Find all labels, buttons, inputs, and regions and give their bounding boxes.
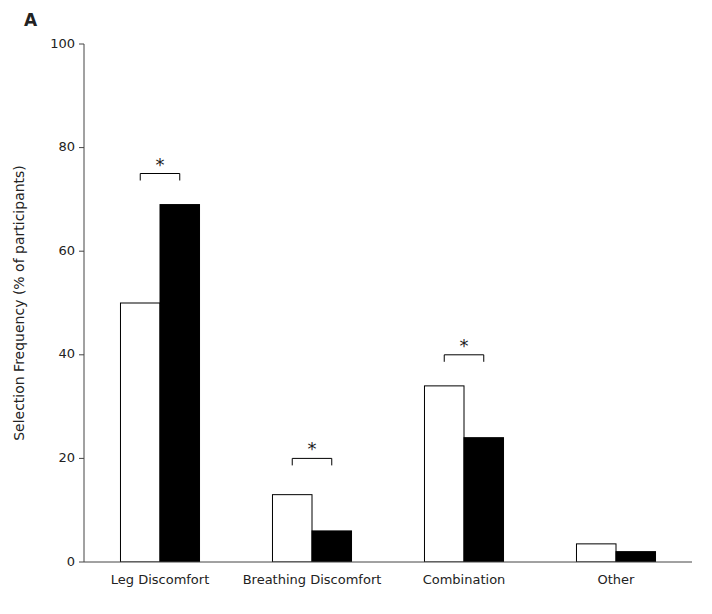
bars: [120, 205, 655, 562]
annotation-texts: * * *: [156, 154, 469, 460]
y-tick-label: 80: [58, 139, 75, 154]
y-tick: [79, 147, 84, 148]
y-tick-label: 0: [67, 554, 75, 569]
bar: [160, 205, 200, 562]
y-tick-label: 40: [58, 346, 75, 361]
y-tick: [79, 458, 84, 459]
y-axis-label: Selection Frequency (% of participants): [11, 165, 27, 441]
bar: [312, 531, 352, 562]
bar: [464, 438, 504, 562]
y-tick: [79, 44, 84, 45]
brackets: [140, 174, 484, 466]
x-tick-label: Other: [598, 572, 636, 587]
significance-marker: *: [308, 438, 317, 459]
significance-bracket: [140, 174, 180, 181]
significance-marker: *: [460, 335, 469, 356]
x-tick-label: Leg Discomfort: [111, 572, 210, 587]
bar: [424, 386, 464, 562]
chart-container: * * * 0 20 40 60 80 100 Leg Discomfort Breathing D…: [0, 0, 712, 614]
y-tick-label: 60: [58, 243, 75, 258]
y-tick: [79, 562, 84, 563]
y-axis-line: [84, 44, 85, 562]
y-tick-label: 20: [58, 450, 75, 465]
significance-bracket: [444, 355, 484, 362]
significance-bracket: [292, 458, 332, 465]
panel-label: A: [24, 10, 38, 30]
chart-svg: * * * 0 20 40 60 80 100 Leg Discomfort Breathing D…: [0, 0, 712, 614]
bar: [120, 303, 160, 562]
page: {"chart_data": {"type": "bar", "title": …: [0, 0, 712, 614]
y-tick-label: 100: [50, 36, 75, 51]
x-tick-label: Breathing Discomfort: [243, 572, 382, 587]
y-tick: [79, 251, 84, 252]
y-tick: [79, 354, 84, 355]
bar: [272, 495, 312, 562]
significance-marker: *: [156, 154, 165, 175]
bar: [576, 544, 616, 562]
x-axis-line: [84, 562, 692, 563]
bar: [616, 552, 656, 562]
x-tick-label: Combination: [423, 572, 506, 587]
